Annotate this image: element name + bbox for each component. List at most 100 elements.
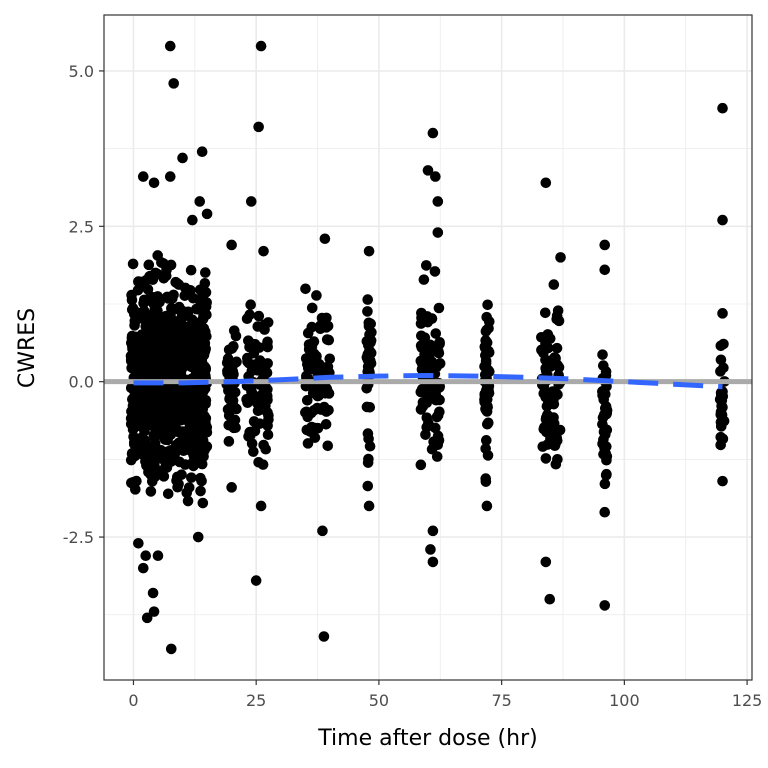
data-point-outlier (427, 525, 439, 537)
data-point-outlier (226, 482, 237, 493)
data-point (223, 436, 235, 447)
data-point (304, 343, 315, 354)
y-tick-label: -2.5 (63, 528, 94, 547)
data-point-outlier (717, 102, 728, 114)
data-point (252, 321, 264, 332)
data-point (364, 346, 376, 358)
data-point (163, 323, 175, 334)
data-point (551, 342, 563, 354)
data-point (545, 416, 556, 428)
data-point-outlier (258, 245, 269, 257)
data-point (197, 497, 209, 509)
data-point (157, 313, 169, 325)
data-point (262, 429, 274, 441)
data-point-outlier (544, 593, 556, 605)
data-point (599, 478, 611, 490)
data-point (161, 434, 173, 445)
data-point (195, 485, 206, 497)
x-tick-label: 0 (128, 691, 138, 710)
data-point (141, 323, 153, 334)
data-point-outlier (141, 612, 153, 624)
data-point-outlier (152, 550, 164, 562)
data-point (228, 340, 239, 352)
data-point (225, 419, 237, 431)
data-point (196, 458, 208, 470)
data-point (182, 495, 194, 507)
data-point (131, 334, 142, 346)
data-point (152, 362, 163, 374)
data-point (257, 459, 269, 470)
data-point (177, 426, 188, 437)
data-point (151, 268, 163, 280)
data-point (306, 302, 318, 314)
data-point (172, 400, 184, 412)
data-point (551, 310, 563, 322)
data-point (431, 393, 443, 405)
data-point (128, 437, 140, 448)
data-point (421, 397, 433, 409)
data-point (149, 455, 161, 466)
data-point (433, 302, 445, 314)
data-point (429, 422, 441, 434)
data-point (313, 384, 325, 396)
data-point (541, 400, 553, 412)
data-point (168, 289, 179, 301)
data-point (362, 294, 374, 305)
data-point (126, 448, 138, 459)
data-point (323, 334, 335, 346)
data-point (161, 446, 173, 458)
data-point (230, 330, 242, 342)
data-point (415, 318, 427, 329)
data-point-outlier (599, 264, 611, 276)
data-point (430, 328, 442, 339)
data-point (257, 365, 269, 376)
data-point (261, 339, 273, 351)
data-point (432, 430, 444, 442)
data-point (256, 389, 268, 400)
data-point (160, 462, 171, 473)
data-point (222, 353, 234, 364)
data-point (539, 307, 551, 319)
data-point-outlier (137, 562, 149, 574)
data-point-outlier (187, 214, 198, 226)
data-point-outlier (137, 171, 149, 182)
data-point-outlier (717, 308, 728, 319)
data-point (193, 401, 204, 413)
data-point (597, 389, 608, 401)
data-point (192, 304, 204, 315)
data-point (179, 310, 190, 322)
data-point (421, 412, 433, 423)
data-point (302, 438, 314, 449)
data-point (480, 473, 492, 484)
data-point-outlier (425, 544, 436, 555)
data-point (162, 488, 174, 500)
data-point (426, 443, 438, 455)
data-point (480, 435, 492, 446)
data-point (227, 395, 239, 406)
data-point (157, 343, 169, 354)
data-point (188, 460, 199, 472)
data-point (300, 283, 311, 295)
data-point (138, 280, 150, 292)
panel-border (103, 14, 753, 681)
data-point-outlier (148, 177, 160, 189)
data-point (540, 365, 552, 377)
y-tick-label: 5.0 (69, 62, 94, 81)
data-point-outlier (147, 587, 159, 599)
data-point (365, 335, 377, 346)
data-point-outlier (245, 196, 257, 207)
data-point (188, 345, 199, 357)
data-point (552, 389, 563, 400)
data-point-outlier (317, 525, 328, 537)
data-point-outlier (318, 631, 330, 642)
y-tick-label: 0.0 (69, 373, 94, 392)
data-point (172, 471, 183, 483)
data-point (540, 354, 551, 366)
data-point (431, 361, 442, 373)
data-point (146, 343, 158, 355)
data-point (159, 413, 170, 425)
data-point (195, 323, 207, 335)
data-point (139, 422, 150, 434)
data-point-outlier (599, 239, 611, 251)
